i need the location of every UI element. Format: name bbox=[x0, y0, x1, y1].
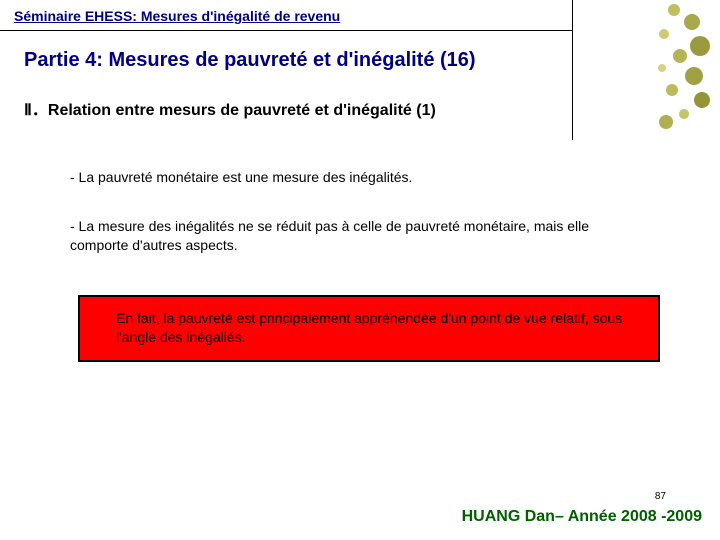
page-number: 87 bbox=[655, 491, 666, 502]
decoration-dot bbox=[679, 109, 689, 119]
decoration-dot bbox=[659, 29, 669, 39]
decoration-dot bbox=[666, 84, 678, 96]
decoration-dot bbox=[690, 36, 710, 56]
decoration-dot bbox=[684, 14, 700, 30]
decoration-dot bbox=[658, 64, 666, 72]
subtitle-text: Relation entre mesurs de pauvreté et d'i… bbox=[48, 102, 436, 119]
paragraph-1: - La pauvreté monétaire est une mesure d… bbox=[70, 168, 650, 187]
decoration-dots bbox=[572, 0, 720, 140]
slide-header: Séminaire EHESS: Mesures d'inégalité de … bbox=[0, 0, 572, 31]
decoration-dot bbox=[694, 92, 710, 108]
decoration-dot bbox=[668, 4, 680, 16]
callout-text: En fait, la pauvreté est principalement … bbox=[116, 310, 622, 345]
decoration-dot bbox=[673, 49, 687, 63]
subtitle-marker: Ⅱ． bbox=[24, 102, 48, 119]
decoration-dot bbox=[659, 115, 673, 129]
body-content: - La pauvreté monétaire est une mesure d… bbox=[0, 128, 720, 255]
paragraph-2: - La mesure des inégalités ne se réduit … bbox=[70, 217, 650, 255]
decoration-dot bbox=[685, 67, 703, 85]
callout-box: En fait, la pauvreté est principalement … bbox=[78, 295, 660, 363]
slide-footer: HUANG Dan– Année 2008 -2009 bbox=[462, 508, 702, 526]
header-text: Séminaire EHESS: Mesures d'inégalité de … bbox=[14, 8, 340, 24]
